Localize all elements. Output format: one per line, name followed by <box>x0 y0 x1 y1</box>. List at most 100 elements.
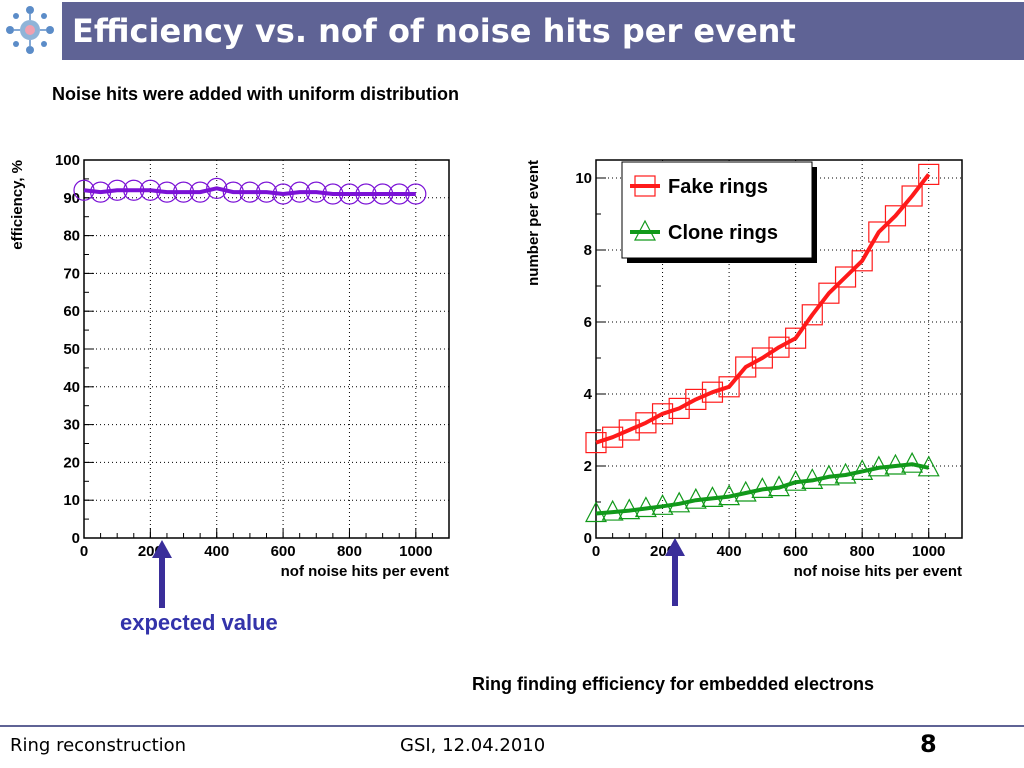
plot-frame <box>83 159 450 539</box>
y-tick-label: 40 <box>63 379 80 396</box>
subtitle: Noise hits were added with uniform distr… <box>52 84 460 104</box>
data-point <box>751 347 773 369</box>
data-point <box>851 250 873 272</box>
data-point <box>868 221 890 243</box>
page-title: Efficiency vs. nof of noise hits per eve… <box>72 12 796 50</box>
data-point <box>851 459 874 480</box>
data-point <box>768 475 790 497</box>
data-point <box>634 496 657 518</box>
y-tick-label: 8 <box>584 242 592 259</box>
series-line <box>83 186 416 197</box>
y-tick-label: 80 <box>63 228 80 245</box>
data-point <box>602 426 624 448</box>
data-point <box>701 381 724 403</box>
y-tick-label: 4 <box>584 386 593 403</box>
expected-arrow-left <box>152 540 172 608</box>
legend-label: Fake rings <box>668 176 768 198</box>
data-point <box>156 181 178 203</box>
data-point <box>355 183 377 205</box>
data-point <box>867 455 890 477</box>
data-point <box>918 163 940 185</box>
data-point <box>818 282 840 304</box>
data-point <box>801 468 824 489</box>
data-point <box>206 177 228 199</box>
data-point <box>801 304 823 326</box>
data-point <box>405 183 427 205</box>
efficiency-plot: 0 200 400 600 800 1000 0 10 20 30 40 50 60 70 80 90 100 n… <box>0 140 470 590</box>
legend-label: Clone rings <box>668 222 778 244</box>
title-bar: Efficiency vs. nof of noise hits per eve… <box>62 2 1024 60</box>
data-point <box>139 179 161 201</box>
data-point <box>255 181 278 203</box>
data-point <box>651 403 674 425</box>
data-point <box>123 179 145 201</box>
data-point <box>73 179 95 201</box>
data-point <box>817 464 840 486</box>
data-point <box>685 388 707 410</box>
y-tick-label: 0 <box>584 530 592 547</box>
data-point <box>701 486 724 507</box>
data-point <box>635 412 657 434</box>
data-point <box>768 336 790 358</box>
y-tick-label: 60 <box>63 303 80 320</box>
footer-left: Ring reconstruction <box>10 735 187 756</box>
x-tick-label: 400 <box>204 543 229 560</box>
y-tick-label: 10 <box>63 492 80 509</box>
data-point <box>884 205 907 227</box>
page-number: 8 <box>920 730 937 758</box>
data-point <box>338 183 361 205</box>
y-tick-label: 6 <box>584 314 592 331</box>
data-point <box>372 183 394 205</box>
data-point <box>322 183 344 205</box>
data-point <box>189 181 211 203</box>
x-tick-label: 800 <box>850 543 875 560</box>
chart-caption: Ring finding efficiency for embedded ele… <box>472 674 875 694</box>
data-point <box>239 181 261 203</box>
y-tick-label: 20 <box>63 454 80 471</box>
x-tick-label: 600 <box>783 543 808 560</box>
x-tick-label: 400 <box>717 543 742 560</box>
expected-arrow-right <box>665 538 685 606</box>
y-tick-label: 10 <box>575 170 592 187</box>
data-point <box>834 266 857 288</box>
x-tick-label: 1000 <box>912 543 945 560</box>
x-tick-label: 0 <box>592 543 600 560</box>
data-point <box>834 462 857 484</box>
footer-divider <box>0 725 1024 727</box>
x-tick-label: 1000 <box>399 543 432 560</box>
data-point <box>785 327 807 349</box>
x-tick-label: 0 <box>80 543 88 560</box>
data-point <box>917 455 940 477</box>
logo-icon <box>6 6 54 54</box>
y-axis-label: number per event <box>525 160 542 286</box>
data-point <box>388 183 410 205</box>
y-axis-label: efficiency, % <box>9 160 26 250</box>
y-tick-label: 50 <box>63 341 80 358</box>
data-point <box>735 356 757 378</box>
expected-value-label: expected value <box>120 610 278 635</box>
data-point <box>684 487 707 509</box>
data-point <box>651 494 674 515</box>
data-point <box>784 469 807 491</box>
y-tick-label: 100 <box>55 152 80 169</box>
data-point <box>668 491 691 513</box>
data-point <box>305 181 327 203</box>
y-tick-label: 0 <box>72 530 80 547</box>
data-point <box>901 451 924 473</box>
y-tick-label: 2 <box>584 458 592 475</box>
footer-date: GSI, 12.04.2010 <box>400 735 546 756</box>
efficiency-chart: 0 200 400 600 800 10000102030405060708090100n… <box>9 152 450 580</box>
data-point <box>585 501 607 523</box>
data-point <box>289 181 311 203</box>
y-tick-label: 70 <box>63 265 80 282</box>
data-point <box>751 477 774 498</box>
data-point <box>106 179 128 201</box>
data-point <box>734 480 757 502</box>
data-point <box>585 432 607 454</box>
data-point <box>901 185 923 207</box>
data-point <box>172 181 195 203</box>
data-point <box>884 453 907 475</box>
data-point <box>668 397 690 419</box>
data-point <box>272 183 294 205</box>
